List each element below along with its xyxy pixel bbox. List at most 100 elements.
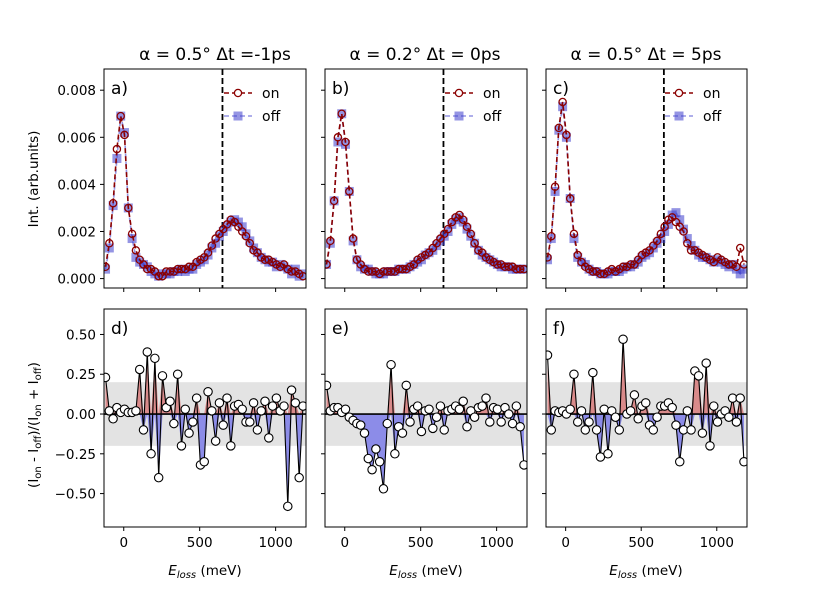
y-tick-label-a: 0.002: [57, 224, 96, 240]
ratio-marker-f: [674, 457, 685, 467]
legend-off-label-c: off: [703, 109, 722, 125]
on-marker-a: [120, 130, 129, 140]
off-marker-a: [218, 226, 228, 236]
ratio-marker-d: [104, 372, 111, 383]
ratio-marker-e: [481, 393, 491, 403]
frame-b: [324, 68, 528, 289]
x-tick-label-f: 1000: [700, 535, 734, 551]
on-marker-c: [618, 262, 628, 272]
panel-label-d: d): [111, 319, 128, 339]
off-marker-a: [142, 262, 152, 272]
off-marker-c: [739, 264, 747, 274]
panel-a: on off 0.000 0.002 0.004 0.006 0.008 a): [57, 68, 307, 292]
off-marker-c: [671, 208, 681, 218]
ratio-marker-f: [614, 425, 625, 435]
ratio-marker-f: [546, 425, 557, 435]
off-marker-b: [325, 238, 335, 248]
off-marker-a: [214, 231, 224, 241]
on-marker-a: [165, 267, 175, 276]
on-marker-a: [298, 271, 306, 281]
on-marker-a: [245, 239, 255, 248]
off-marker-c: [735, 269, 745, 279]
off-marker-a: [207, 243, 217, 253]
on-marker-b: [462, 222, 472, 232]
ratio-marker-e: [378, 484, 389, 494]
on-marker-a: [131, 246, 141, 255]
panel-e: 0 500 1000 e): [321, 308, 528, 551]
ratio-marker-e: [515, 422, 525, 432]
on-marker-b: [458, 215, 468, 224]
on-marker-c: [554, 123, 564, 133]
title-a: α = 0.5° Δt =-1ps: [139, 45, 291, 65]
y-tick-label-d: 0.25: [66, 367, 96, 383]
on-marker-b: [443, 224, 453, 234]
ratio-marker-d: [188, 417, 198, 427]
ratio-marker-d: [267, 401, 278, 411]
ratio-marker-d: [283, 501, 293, 512]
on-marker-c: [739, 260, 747, 269]
on-marker-a: [124, 203, 133, 213]
ratio-marker-f: [682, 406, 693, 416]
off-marker-b: [344, 186, 354, 196]
ratio-marker-d: [150, 353, 160, 364]
on-marker-c: [596, 269, 605, 279]
ratio-marker-d: [108, 414, 118, 424]
ratio-marker-f: [603, 449, 613, 459]
off-marker-c: [686, 241, 696, 251]
ratio-marker-d: [271, 393, 282, 403]
ratio-marker-f: [705, 441, 715, 451]
ratio-marker-f: [739, 457, 747, 467]
off-marker-b: [447, 219, 457, 229]
off-marker-a: [245, 236, 255, 246]
ratio-marker-f: [686, 425, 696, 435]
y-tick-label-d: 0.00: [66, 407, 96, 423]
ratio-marker-d: [176, 441, 187, 451]
panel-label-e: e): [332, 319, 349, 339]
on-marker-a: [260, 255, 270, 264]
x-tick-label-e: 1000: [479, 535, 513, 551]
x-tick-label-f: 500: [628, 535, 654, 551]
ratio-marker-f: [625, 406, 636, 416]
on-marker-a: [184, 262, 194, 272]
ratio-marker-e: [454, 404, 465, 414]
ratio-marker-d: [294, 472, 304, 483]
svg-text:Eloss (meV): Eloss (meV): [168, 563, 241, 581]
ratio-marker-d: [199, 457, 209, 467]
ratio-marker-e: [374, 457, 385, 467]
ratio-marker-e: [492, 404, 503, 414]
ratio-marker-e: [435, 401, 446, 411]
off-marker-c: [554, 125, 564, 135]
y-axis-label-ratio: (Ion - Ioff)/(Ion + Ioff): [26, 362, 44, 488]
on-marker-b: [341, 137, 350, 147]
on-marker-a: [143, 264, 152, 274]
svg-text:Eloss (meV): Eloss (meV): [609, 563, 682, 581]
ratio-marker-f: [629, 390, 640, 400]
off-marker-c: [580, 259, 590, 269]
on-marker-b: [386, 267, 396, 276]
ratio-marker-d: [142, 347, 153, 357]
off-marker-c: [679, 224, 689, 234]
ratio-marker-d: [172, 369, 183, 379]
on-marker-a: [177, 264, 186, 274]
frame-d: [103, 308, 307, 528]
on-marker-b: [348, 234, 358, 243]
off-marker-b: [458, 217, 468, 227]
series-on-line-b: [325, 113, 524, 275]
off-marker-a: [203, 250, 213, 260]
off-marker-b: [341, 139, 351, 149]
off-marker-c: [682, 234, 692, 244]
legend-on-marker-a: [233, 88, 243, 98]
ratio-marker-f: [735, 393, 745, 403]
off-marker-b: [432, 241, 442, 251]
ratio-marker-d: [222, 393, 232, 403]
off-marker-c: [660, 226, 670, 236]
on-marker-a: [108, 198, 118, 208]
ratio-marker-f: [599, 404, 609, 414]
series-on-line-c: [546, 101, 745, 275]
plot-area-e: [325, 359, 527, 494]
title-c: α = 0.5° Δt = 5ps: [570, 45, 721, 65]
off-marker-c: [561, 132, 571, 142]
legend-on-label-b: on: [483, 86, 500, 102]
panel-b: on off b): [321, 68, 528, 292]
